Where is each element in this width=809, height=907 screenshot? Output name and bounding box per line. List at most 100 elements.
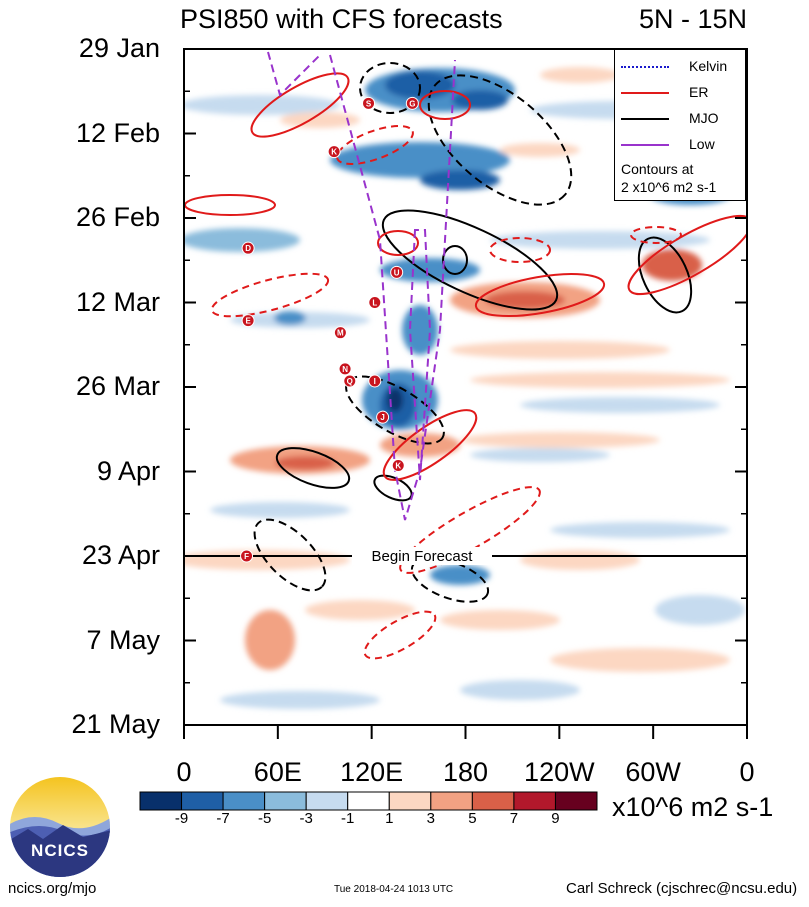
storm-label: N [342, 365, 348, 374]
storm-label: J [380, 413, 384, 422]
legend-entry-low: Low [619, 136, 743, 154]
y-tick-label: 23 Apr [81, 540, 160, 570]
y-tick-label: 12 Mar [75, 286, 160, 317]
legend-entry-kelvin: Kelvin [619, 58, 743, 76]
legend-label: Kelvin [689, 58, 728, 74]
storm-label: F [244, 552, 249, 561]
legend-entry-mjo: MJO [619, 110, 743, 128]
x-tick-label: 0 [739, 757, 755, 787]
legend-label: ER [689, 84, 709, 100]
colorbar-label: 5 [468, 810, 477, 827]
storm-marker: D [241, 241, 255, 255]
storm-marker: U [390, 265, 404, 279]
storm-label: U [394, 268, 400, 277]
colorbar-swatch [264, 791, 307, 811]
footer-author: Carl Schreck (cjschrec@ncsu.edu) [566, 880, 798, 897]
colorbar-swatch [471, 791, 515, 811]
storm-markers: S G K D U L E M NQ I J K F [240, 96, 419, 563]
colorbar [139, 791, 598, 811]
storm-symbol [343, 374, 357, 388]
region-label: 5N - 15N [638, 4, 747, 34]
storm-marker: J [376, 410, 390, 424]
colorbar-label: 9 [551, 810, 560, 827]
y-tick-label: 9 Apr [96, 455, 160, 486]
storm-label: M [337, 329, 344, 338]
colorbar-swatch [222, 791, 266, 811]
colorbar-swatch [181, 791, 224, 811]
x-tick-label: 60E [253, 757, 302, 787]
legend-line [621, 66, 669, 68]
x-tick-label: 180 [442, 757, 489, 787]
storm-symbol [391, 458, 405, 472]
storm-marker: E [241, 314, 255, 328]
colorbar-units: x10^6 m2 s-1 [612, 792, 774, 822]
colorbar-label: 1 [385, 810, 394, 827]
x-tick-label: 120E [340, 757, 404, 787]
storm-label: D [245, 244, 251, 253]
storm-marker: K [327, 145, 341, 159]
colorbar-label: -7 [216, 810, 230, 827]
y-tick-label: 29 Jan [78, 33, 160, 63]
storm-symbol [390, 265, 404, 279]
y-tick-label: 7 May [86, 624, 160, 655]
colorbar-swatch [554, 791, 598, 811]
colorbar-label: -3 [299, 810, 313, 827]
forecast-label-bg [352, 547, 492, 565]
legend: Kelvin ER MJO Low Contours at 2 x10^6 m2… [614, 49, 746, 201]
colorbar-swatch [388, 791, 432, 811]
storm-symbol [405, 96, 419, 110]
x-tick-label: 60W [625, 757, 681, 787]
storm-symbol [338, 362, 352, 376]
logo-text: NCICS [31, 841, 89, 860]
storm-label: L [372, 299, 377, 308]
legend-line [621, 118, 669, 120]
storm-symbol [327, 145, 341, 159]
storm-symbol [333, 326, 347, 340]
storm-label: K [331, 148, 337, 157]
colorbar-swatch [139, 791, 183, 811]
storm-label: I [374, 377, 376, 386]
storm-symbol [368, 374, 382, 388]
y-tick-label: 12 Feb [75, 117, 160, 148]
footer-url[interactable]: ncics.org/mjo [8, 880, 97, 897]
legend-line [621, 92, 669, 94]
colorbar-swatch [347, 791, 390, 811]
x-tick-label: 0 [176, 757, 192, 787]
colorbar-swatch [513, 791, 556, 811]
x-tick-label: 120W [524, 757, 595, 787]
legend-note-line: 2 x10^6 m2 s-1 [621, 179, 717, 195]
storm-label: K [395, 461, 401, 470]
storm-symbol [241, 314, 255, 328]
logo-graphic [10, 777, 110, 877]
y-tick-label: 26 Mar [75, 371, 160, 401]
colorbar-swatch [430, 791, 473, 811]
storm-symbol [362, 96, 376, 110]
y-tick-label: 26 Feb [75, 202, 160, 232]
storm-symbol [376, 410, 390, 424]
storm-symbol [240, 549, 254, 563]
y-tick-label: 21 May [71, 709, 160, 739]
ncics-logo[interactable]: NCICS [8, 775, 112, 879]
storm-label: Q [347, 377, 353, 386]
colorbar-label: -9 [174, 810, 189, 827]
storm-marker: F [240, 549, 254, 563]
storm-marker: G [405, 96, 419, 110]
storm-marker: N [338, 362, 352, 376]
colorbar-swatch [305, 791, 349, 811]
legend-line [621, 144, 669, 146]
storm-label: E [245, 317, 251, 326]
storm-marker: S [362, 96, 376, 110]
legend-label: MJO [689, 110, 719, 126]
colorbar-label: 7 [509, 810, 519, 827]
storm-marker: I [368, 374, 382, 388]
storm-marker: K [391, 458, 405, 472]
colorbar-label: 3 [426, 810, 435, 827]
storm-marker: Q [343, 374, 357, 388]
storm-label: G [409, 99, 415, 108]
chart-title: PSI850 with CFS forecasts [180, 4, 503, 34]
forecast-label: Begin Forecast [372, 548, 474, 565]
colorbar-label: -5 [257, 810, 272, 827]
legend-note-line: Contours at [621, 161, 694, 177]
storm-symbol [368, 296, 382, 309]
storm-label: S [366, 99, 372, 108]
